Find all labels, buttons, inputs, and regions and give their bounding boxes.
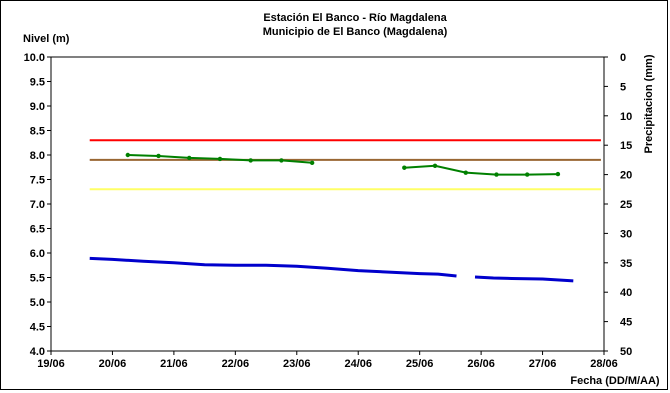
x-tick-label: 26/06 <box>467 358 495 370</box>
series-point <box>156 153 161 159</box>
y-right-tick-label: 20 <box>620 170 632 182</box>
y-left-tick-label: 5.0 <box>30 297 45 309</box>
plot-border <box>50 56 605 352</box>
x-tick-label: 22/06 <box>222 358 250 370</box>
series-point <box>309 160 315 166</box>
y-right-tick-label: 25 <box>620 199 632 211</box>
y-left-tick-label: 8.0 <box>30 150 45 162</box>
x-tick-label: 25/06 <box>406 358 434 370</box>
plot-area: 4.0 4.5 5.0 5.5 6.0 6.5 7.0 7.5 8.0 8.5 9.0 9.5 10.0… <box>24 52 633 370</box>
series-line <box>404 164 558 176</box>
y-axis-right-title: Precipitacion (mm) <box>643 54 655 153</box>
series-line <box>89 256 457 278</box>
y-axis-left-title: Nivel (m) <box>23 33 70 45</box>
y-left-tick-label: 5.5 <box>30 273 45 285</box>
y-left-tick-label: 6.0 <box>30 248 45 260</box>
series-point <box>217 156 223 162</box>
x-tick-label: 24/06 <box>344 358 372 370</box>
y-right-tick-label: 35 <box>620 258 632 270</box>
series-point <box>432 163 438 168</box>
series-point <box>125 152 131 158</box>
series-point <box>279 158 284 163</box>
y-left-tick-label: 6.5 <box>30 224 45 236</box>
y-right-tick-label: 50 <box>620 346 632 358</box>
series-point <box>524 172 530 177</box>
y-left-tick-label: 9.0 <box>30 101 45 113</box>
x-tick-label: 20/06 <box>99 358 127 370</box>
chart-title: Estación El Banco - Río Magdalena <box>263 12 447 24</box>
x-tick-label: 21/06 <box>160 358 188 370</box>
x-axis-title: Fecha (DD/M/AA) <box>570 375 660 387</box>
y-right-tick-label: 40 <box>620 287 632 299</box>
series-point <box>248 158 253 163</box>
y-left-tick-label: 7.0 <box>30 199 45 211</box>
y-left-tick-label: 4.0 <box>30 346 45 358</box>
y-right-tick-label: 30 <box>620 228 632 240</box>
chart-subtitle: Municipio de El Banco (Magdalena) <box>263 26 448 38</box>
y-right-tick-label: 0 <box>620 52 626 64</box>
y-left-tick-label: 9.5 <box>30 77 45 89</box>
y-left-tick-label: 4.5 <box>30 322 45 334</box>
x-tick-label: 19/06 <box>37 358 65 370</box>
series-point <box>555 171 561 177</box>
x-tick-label: 23/06 <box>283 358 311 370</box>
y-right-tick-label: 45 <box>620 317 632 329</box>
y-left-tick-label: 10.0 <box>24 52 45 64</box>
series-point <box>494 172 499 177</box>
y-left-tick-label: 7.5 <box>30 175 45 187</box>
y-right-tick-label: 15 <box>620 140 632 152</box>
x-tick-label: 28/06 <box>590 358 618 370</box>
series-point <box>463 170 468 175</box>
y-right-tick-label: 10 <box>620 111 632 123</box>
series-line <box>474 275 574 283</box>
y-right-tick-label: 5 <box>620 81 626 93</box>
y-left-tick-label: 8.5 <box>30 126 45 138</box>
series-point <box>402 165 407 170</box>
x-tick-label: 27/06 <box>529 358 557 370</box>
series-point <box>187 155 192 161</box>
